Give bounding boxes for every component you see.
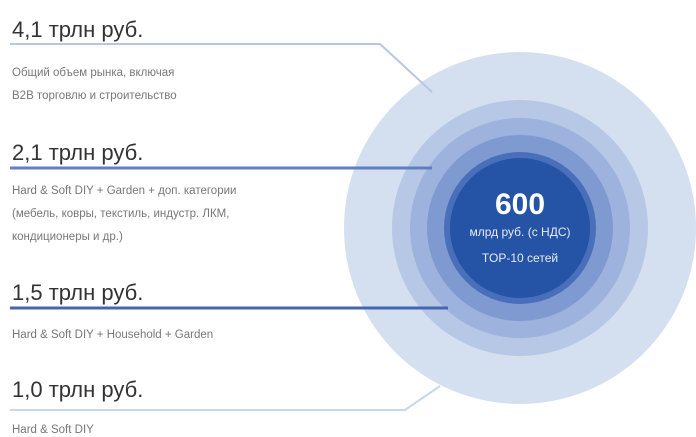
item-value: 1,0 трлн руб. (12, 377, 143, 402)
center-value: 600 (495, 188, 545, 221)
item-description: Hard & Soft DIY + Garden + доп. категори… (12, 185, 236, 197)
item-value: 1,5 трлн руб. (12, 280, 143, 305)
item-description: (мебель, ковры, текстиль, индустр. ЛКМ, (12, 208, 229, 220)
center-unit: млрд руб. (с НДС) (470, 225, 571, 239)
center-circle (450, 158, 590, 298)
item-description: B2B торговлю и строительство (12, 90, 177, 102)
item-description: Hard & Soft DIY (12, 424, 94, 436)
item-description: кондиционеры и др.) (12, 231, 123, 243)
connector (10, 43, 433, 93)
item-description: Общий объем рынка, включая (12, 67, 174, 79)
item-value: 4,1 трлн руб. (12, 17, 143, 42)
center-caption: TOP-10 сетей (482, 251, 558, 265)
item-description: Hard & Soft DIY + Household + Garden (12, 329, 213, 341)
connector (10, 385, 441, 411)
item-value: 2,1 трлн руб. (12, 140, 143, 165)
